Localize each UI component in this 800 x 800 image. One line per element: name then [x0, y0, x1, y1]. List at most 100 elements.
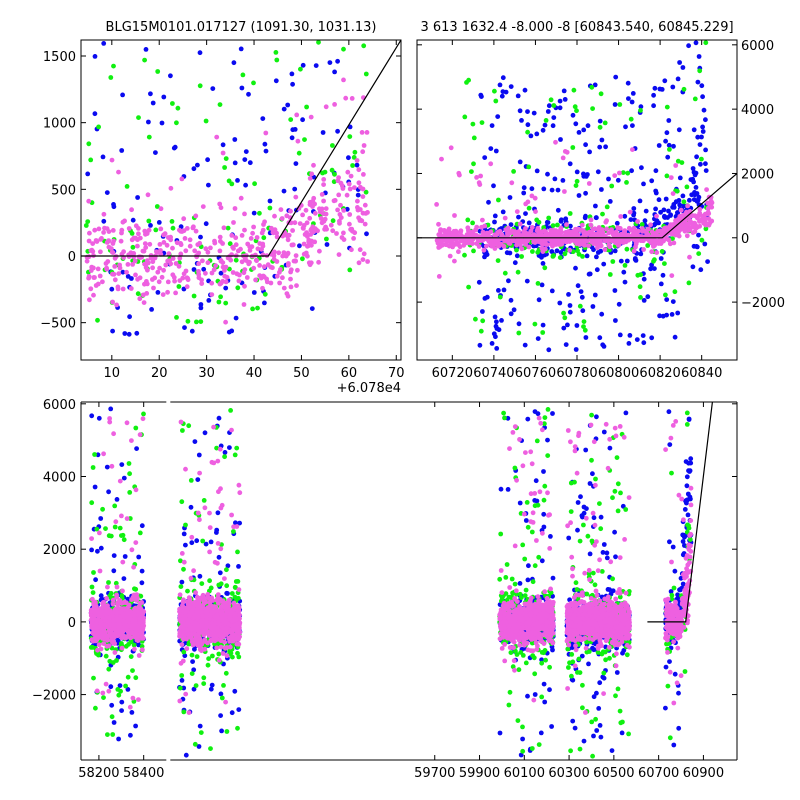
data-point [536, 297, 542, 303]
data-point [629, 99, 635, 105]
data-point [439, 242, 445, 248]
data-point [293, 258, 298, 264]
data-point [168, 234, 174, 240]
data-point [185, 276, 191, 281]
data-point [567, 303, 573, 308]
y-tick-label: −2000 [741, 296, 785, 311]
data-point [610, 259, 616, 264]
data-point [109, 249, 115, 255]
data-point [519, 246, 525, 252]
data-point [581, 319, 587, 324]
data-point [362, 202, 368, 208]
data-point [243, 258, 249, 263]
data-point [281, 250, 287, 256]
y-tick-label: 1500 [43, 50, 76, 65]
data-point [301, 226, 306, 231]
data-point [316, 259, 321, 265]
data-point [176, 284, 182, 289]
data-point [231, 220, 236, 225]
data-point [465, 217, 471, 223]
data-point [98, 237, 104, 242]
data-point [505, 230, 511, 236]
data-point [231, 60, 237, 66]
data-point [349, 247, 354, 253]
data-point [506, 702, 512, 708]
data-point [247, 248, 253, 253]
data-point [532, 240, 538, 245]
data-point [209, 292, 215, 297]
data-point [703, 226, 709, 232]
data-point [274, 234, 280, 240]
data-point [96, 226, 102, 232]
data-point [127, 471, 132, 477]
data-point [283, 253, 289, 259]
data-point [205, 157, 211, 163]
data-point [617, 226, 623, 231]
data-point [591, 694, 597, 700]
data-point [626, 237, 631, 243]
data-point [142, 241, 148, 247]
data-point [688, 387, 693, 392]
data-point [110, 241, 116, 246]
data-point [499, 232, 505, 238]
data-point [699, 134, 704, 140]
data-point [585, 123, 591, 129]
data-point [477, 182, 483, 188]
data-point [262, 300, 267, 306]
data-point [356, 260, 362, 266]
data-point [629, 168, 634, 174]
data-point [519, 118, 524, 123]
data-point [223, 319, 229, 325]
data-point [206, 182, 211, 188]
data-point [255, 305, 260, 311]
data-point [625, 80, 631, 86]
data-point [120, 286, 126, 292]
data-point [639, 222, 645, 227]
data-point [198, 319, 204, 324]
data-point [354, 162, 360, 168]
data-point [526, 164, 532, 170]
data-point [535, 336, 541, 341]
data-point [672, 671, 678, 677]
data-point [649, 249, 655, 255]
data-point [239, 85, 245, 91]
data-point [643, 208, 649, 214]
data-point [523, 240, 528, 246]
data-point [693, 171, 698, 177]
data-point [671, 240, 677, 246]
data-point [638, 251, 644, 257]
data-point [675, 310, 681, 316]
data-point [209, 682, 215, 688]
data-point [452, 213, 457, 218]
data-point [196, 261, 202, 267]
data-point [142, 281, 147, 287]
data-point [667, 241, 673, 247]
data-point [580, 682, 585, 688]
data-point [570, 112, 576, 118]
data-point [587, 271, 593, 277]
data-point [93, 577, 98, 583]
data-point [589, 84, 595, 90]
data-point [549, 238, 554, 244]
data-point [561, 88, 567, 94]
data-point [492, 219, 497, 225]
data-point [623, 507, 629, 512]
data-point [300, 117, 305, 123]
data-point [134, 330, 140, 336]
data-point [581, 230, 587, 236]
data-point [123, 683, 128, 689]
data-point [501, 410, 506, 416]
data-point [498, 531, 504, 537]
data-point [205, 662, 211, 668]
data-point [85, 171, 91, 177]
data-point [192, 741, 198, 747]
data-point [678, 207, 684, 213]
data-point [260, 285, 265, 291]
data-point [507, 689, 513, 695]
data-point [618, 490, 623, 496]
data-point [652, 266, 657, 271]
data-point [198, 730, 204, 735]
data-point [360, 257, 366, 262]
data-point [341, 237, 347, 243]
data-point [189, 328, 195, 334]
